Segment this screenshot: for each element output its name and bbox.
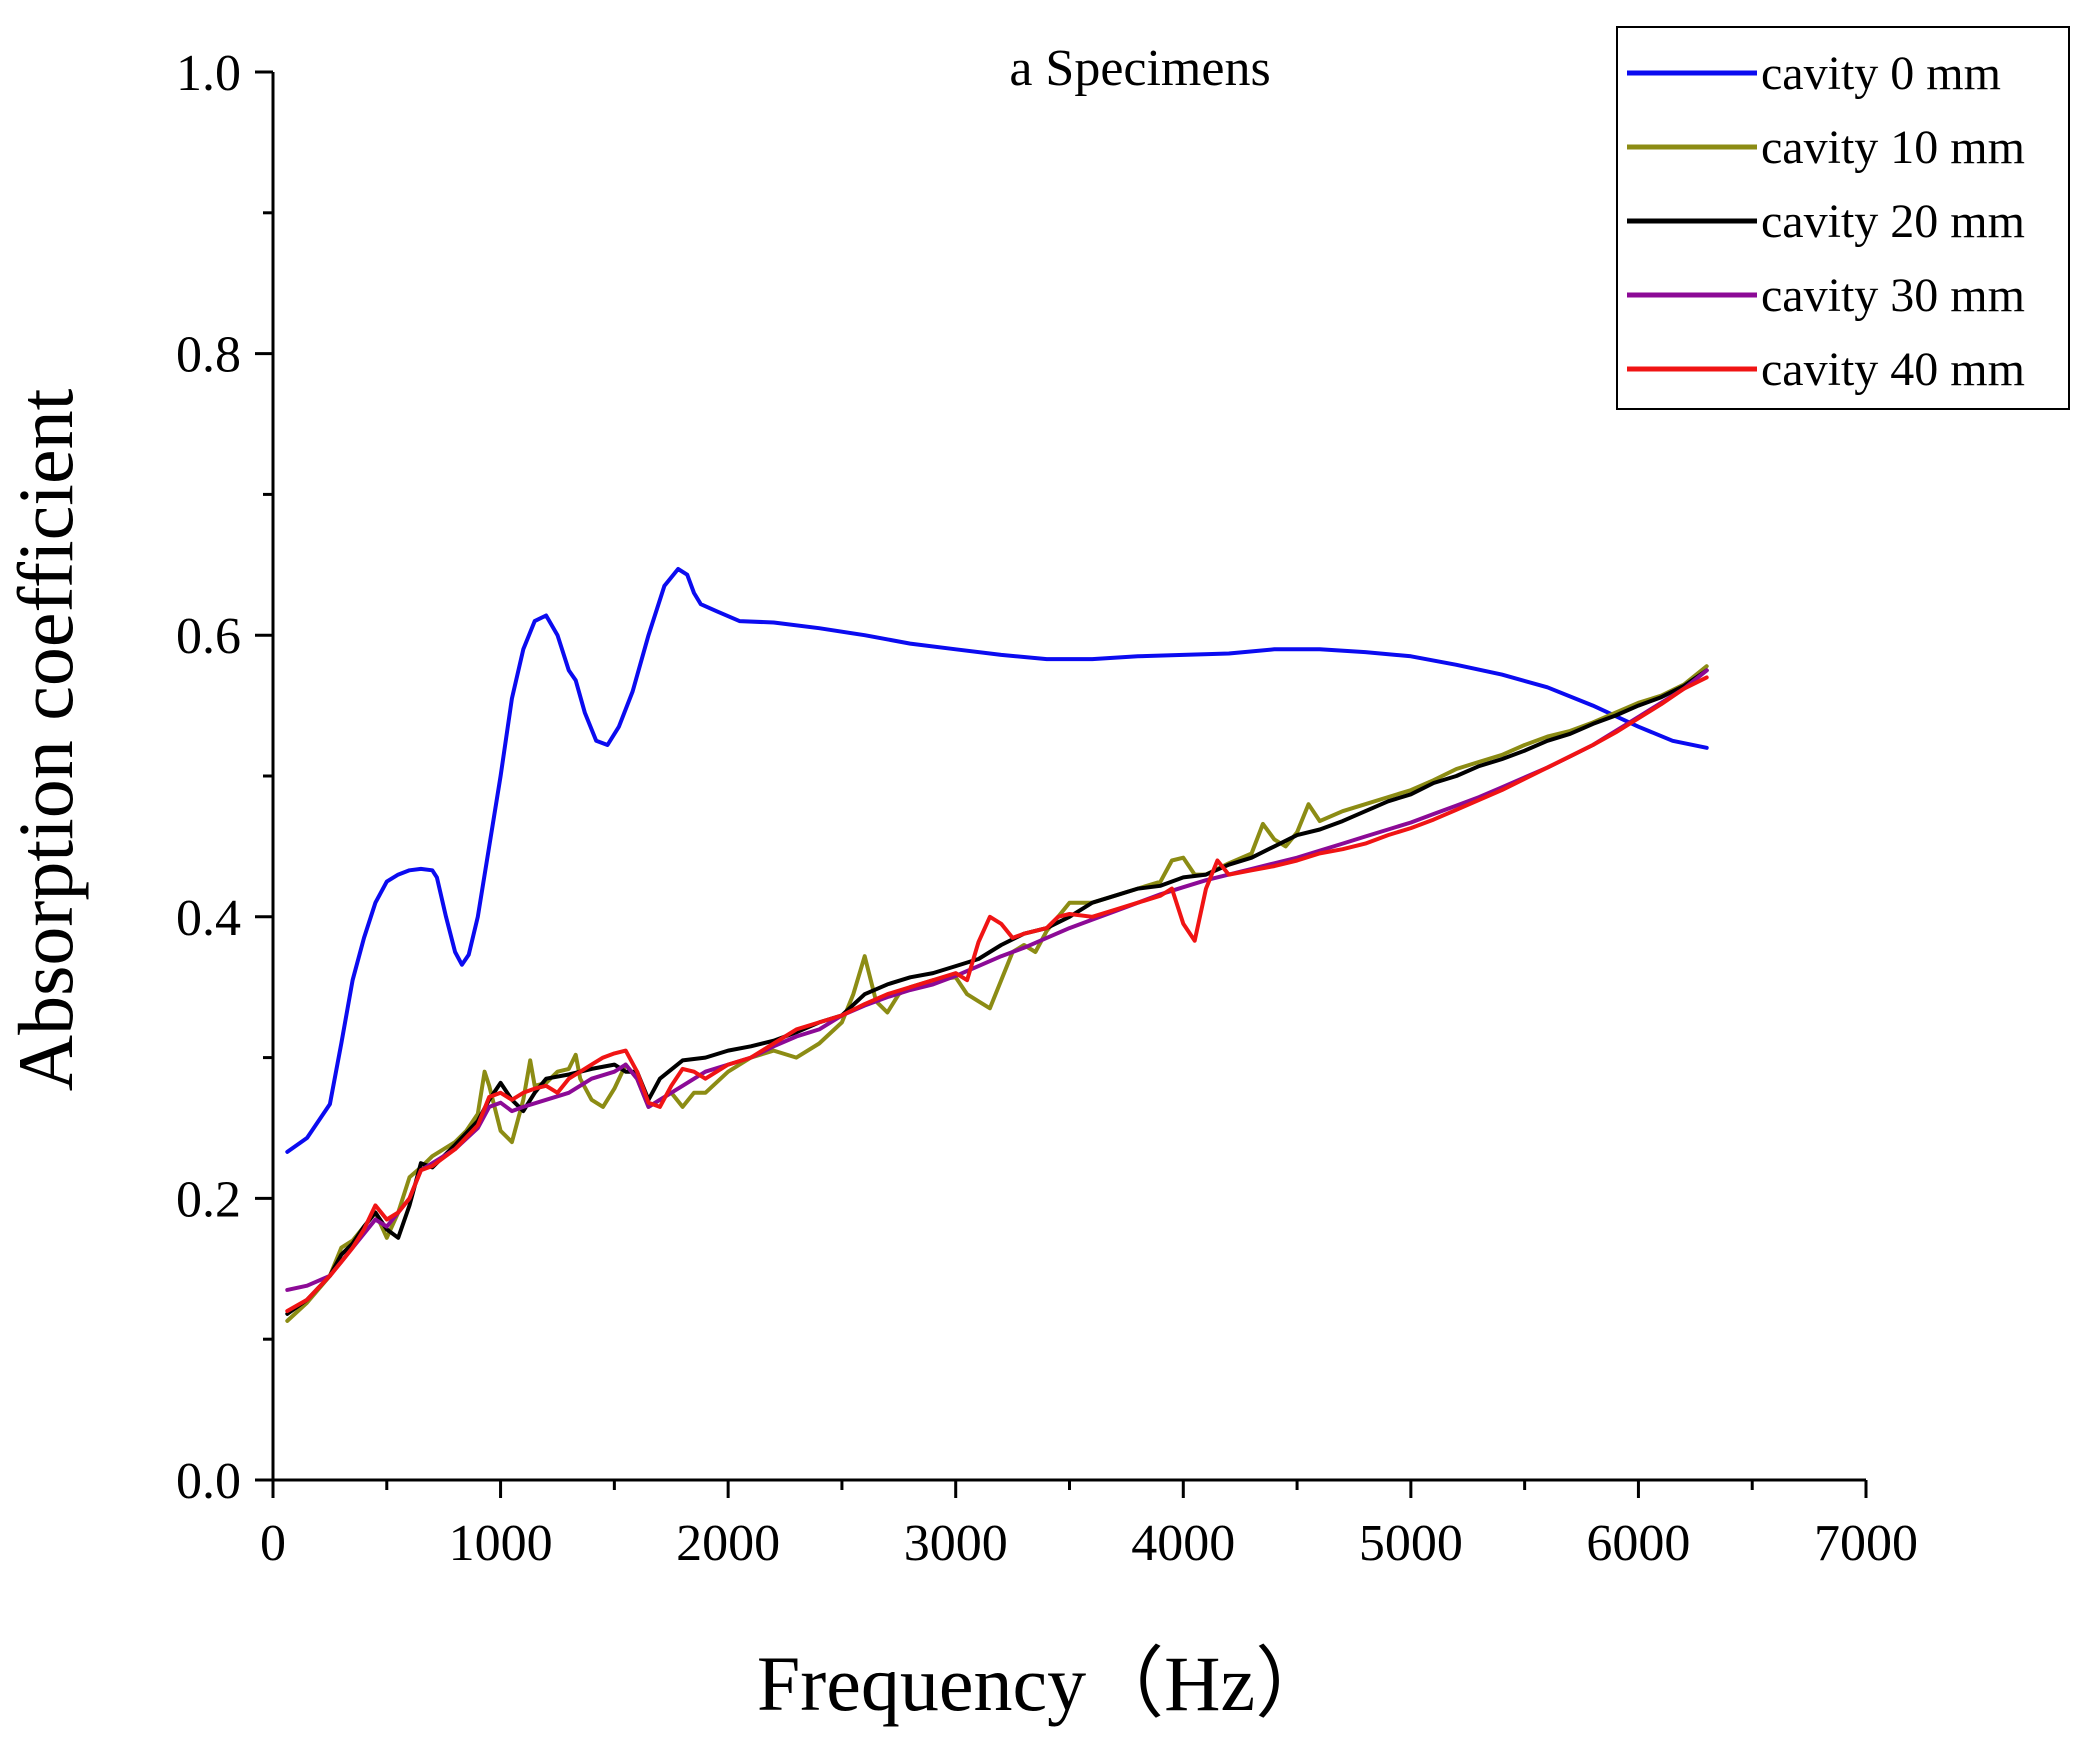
x-tick-label: 3000 — [904, 1515, 1008, 1572]
series-line-cavity-20-mm — [285, 668, 1709, 1316]
y-tick-label: 0.8 — [176, 327, 241, 384]
y-axis-title: Absorption coefficient — [2, 388, 89, 1091]
y-tick-label: 0.6 — [176, 608, 241, 665]
legend-label: cavity 0 mm — [1761, 47, 2001, 100]
chart-title: a Specimens — [1009, 40, 1270, 97]
series-line-cavity-0-mm — [285, 567, 1709, 1154]
legend-label: cavity 20 mm — [1761, 195, 2025, 248]
x-tick-label: 6000 — [1586, 1515, 1690, 1572]
x-tick-label: 2000 — [676, 1515, 780, 1572]
legend-box — [1616, 26, 2070, 410]
y-tick-label: 0.4 — [176, 890, 241, 947]
axes: 0 1000 2000 3000 4000 5000 6000 7000 0.0 0.2 0.4 0.… — [176, 45, 1918, 1572]
x-tick-label: 7000 — [1814, 1515, 1918, 1572]
plot-series — [285, 567, 1709, 1323]
series-line-cavity-10-mm — [285, 664, 1709, 1323]
series-line-cavity-40-mm — [285, 675, 1709, 1313]
y-tick-label: 0.0 — [176, 1453, 241, 1510]
y-tick-label: 0.2 — [176, 1171, 241, 1228]
y-tick-label: 1.0 — [176, 45, 241, 102]
legend: cavity 0 mm cavity 10 mm cavity 20 mm cavit… — [1616, 26, 2070, 410]
x-tick-label: 0 — [260, 1515, 286, 1572]
x-tick-label: 4000 — [1131, 1515, 1235, 1572]
x-axis-title: Frequency（Hz） — [757, 1640, 1333, 1727]
legend-label: cavity 10 mm — [1761, 121, 2025, 174]
legend-label: cavity 30 mm — [1761, 269, 2025, 322]
legend-label: cavity 40 mm — [1761, 343, 2025, 396]
x-tick-label: 1000 — [449, 1515, 553, 1572]
x-tick-label: 5000 — [1359, 1515, 1463, 1572]
